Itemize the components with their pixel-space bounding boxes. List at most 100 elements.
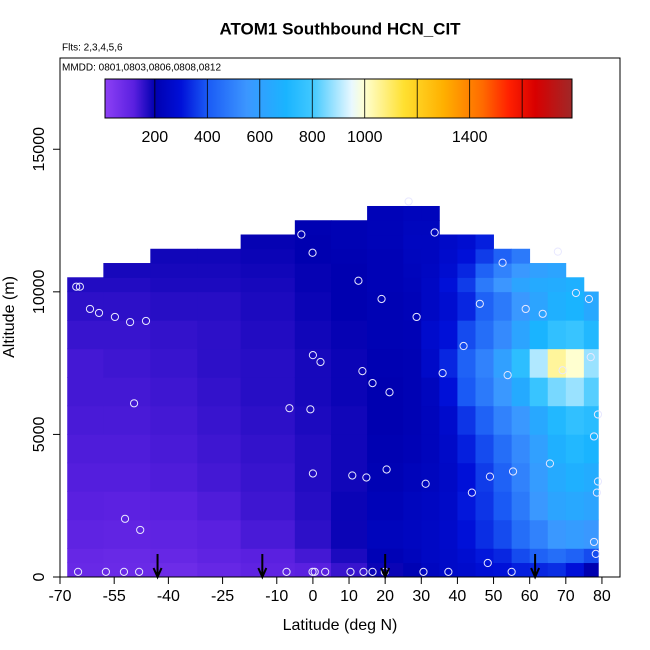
colorbar-tick-label: 200	[141, 129, 168, 146]
field-cell	[330, 291, 368, 321]
sample-point	[359, 567, 368, 576]
field-cell	[197, 263, 242, 278]
field-cell	[529, 277, 549, 293]
field-cell	[439, 348, 458, 378]
field-cell	[475, 277, 494, 293]
field-cell	[421, 348, 440, 378]
field-cell	[421, 320, 440, 350]
field-cell	[421, 377, 440, 407]
sample-point	[310, 567, 319, 576]
sample-point	[538, 309, 547, 318]
sample-point	[593, 477, 603, 486]
field-cell	[240, 519, 296, 549]
field-cell	[294, 519, 332, 549]
field-cell	[511, 277, 531, 293]
field-cell	[103, 263, 151, 278]
field-cell	[475, 348, 494, 378]
field-cell	[67, 291, 104, 321]
field-cell	[240, 462, 296, 492]
colorbar-tick-label: 1000	[347, 129, 383, 146]
sample-point	[316, 357, 325, 367]
field-cell	[197, 562, 242, 578]
field-cell	[457, 548, 476, 564]
field-cell	[529, 263, 549, 278]
sample-point	[593, 410, 603, 419]
field-cell	[150, 248, 198, 264]
field-cell	[511, 434, 531, 464]
field-cell	[403, 548, 422, 564]
field-cell	[197, 277, 242, 293]
field-cell	[421, 462, 440, 492]
field-cell	[403, 562, 422, 578]
field-cell	[457, 434, 476, 464]
field-cell	[475, 291, 494, 321]
field-cell	[475, 248, 494, 264]
sample-point	[584, 294, 594, 304]
field-cell	[103, 519, 151, 549]
field-cell	[475, 405, 494, 435]
sample-point	[475, 299, 484, 308]
field-cell	[457, 562, 476, 578]
field-cell	[457, 234, 476, 250]
field-cell	[367, 220, 404, 236]
sample-point	[346, 567, 355, 576]
field-cell	[240, 320, 296, 350]
field-cell	[511, 291, 531, 321]
x-tick-label: 40	[449, 588, 467, 605]
x-tick-label: 60	[521, 588, 539, 605]
y-axis-label: Altitude (m)	[1, 276, 18, 358]
field-cell	[511, 248, 531, 264]
field-cell	[330, 348, 368, 378]
x-tick-label: 20	[376, 588, 394, 605]
field-cell	[103, 348, 151, 378]
field-cell	[457, 519, 476, 549]
field-cell	[475, 491, 494, 521]
field-cell	[439, 320, 458, 350]
sample-point	[382, 465, 391, 474]
x-tick-label: -40	[157, 588, 180, 605]
field-cell	[367, 263, 404, 278]
field-cell	[457, 291, 476, 321]
field-cell	[367, 234, 404, 250]
field-cell	[294, 434, 332, 464]
field-cell	[67, 548, 104, 564]
field-cell	[150, 348, 198, 378]
field-cell	[367, 205, 404, 221]
sample-point	[404, 197, 413, 206]
x-tick-label: -55	[103, 588, 126, 605]
field-cell	[403, 377, 422, 407]
y-tick-label: 10000	[31, 269, 48, 314]
field-cell	[439, 291, 458, 321]
field-cell	[457, 405, 476, 435]
field-cell	[330, 377, 368, 407]
field-cell	[421, 277, 440, 293]
sample-point	[419, 567, 428, 576]
field-cell	[493, 348, 513, 378]
sample-point	[586, 353, 595, 362]
sample-point	[308, 567, 317, 576]
field-cell	[493, 562, 513, 578]
colorbar-tick-label: 400	[194, 129, 221, 146]
field-cell	[67, 491, 104, 521]
sample-point	[503, 371, 512, 380]
field-cell	[150, 519, 198, 549]
field-cell	[403, 348, 422, 378]
field-cell	[565, 434, 585, 464]
field-cell	[67, 519, 104, 549]
sample-point	[483, 558, 492, 568]
field-cell	[403, 462, 422, 492]
field-cell	[197, 377, 242, 407]
field-cell	[583, 519, 599, 549]
field-cell	[529, 291, 549, 321]
field-cell	[421, 291, 440, 321]
field-cell	[103, 405, 151, 435]
field-cell	[67, 462, 104, 492]
sample-point	[368, 378, 377, 388]
field-cell	[493, 491, 513, 521]
field-cell	[403, 205, 422, 221]
field-cell	[511, 548, 531, 564]
sample-point	[591, 549, 600, 559]
field-cell	[421, 562, 440, 578]
field-cell	[421, 263, 440, 278]
field-cell	[240, 234, 296, 250]
